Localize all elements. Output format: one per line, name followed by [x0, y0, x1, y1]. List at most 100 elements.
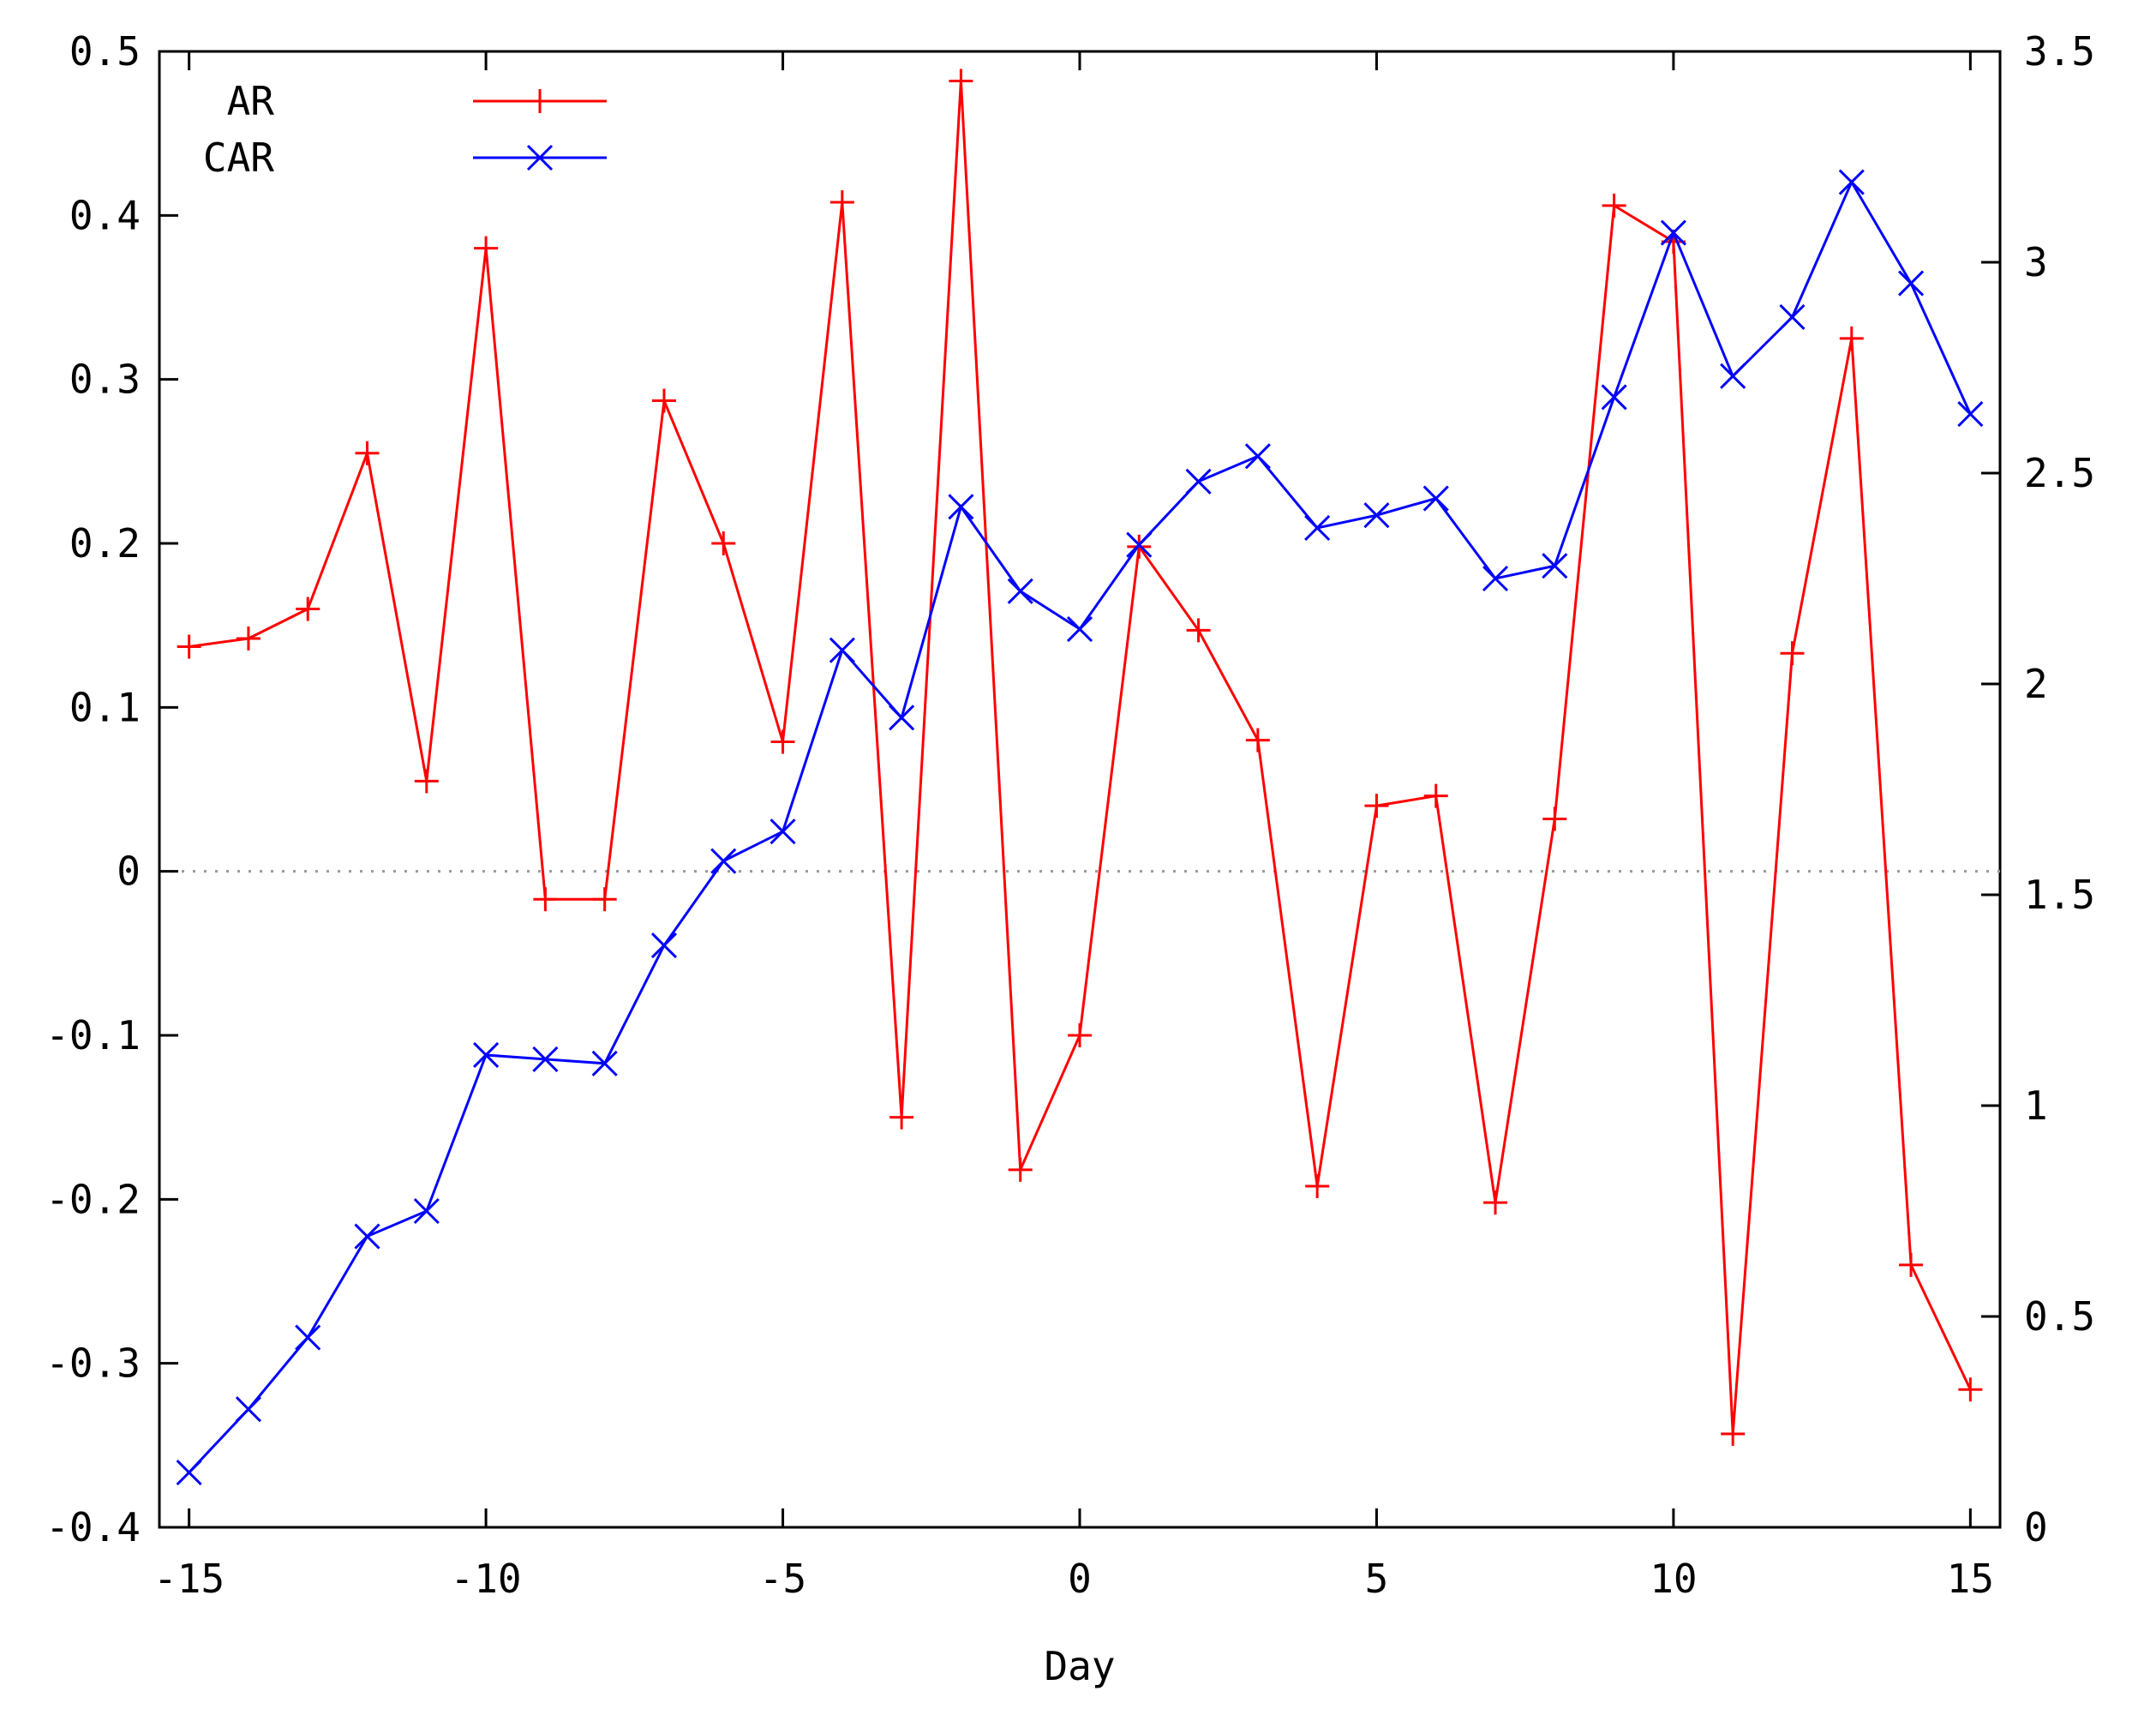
data-point-ar: [414, 769, 439, 794]
series-car: [176, 169, 1984, 1486]
series-line-ar: [189, 81, 1972, 1435]
data-point-car: [354, 1223, 380, 1250]
data-point-car: [1066, 615, 1093, 643]
data-point-car: [1007, 578, 1033, 604]
plot-frame: [158, 50, 2002, 1529]
data-point-car: [176, 1459, 202, 1486]
y-right-tick-label: 1.5: [2024, 872, 2095, 918]
y-left-tick-label: 0.4: [69, 192, 141, 238]
series-ar: [177, 69, 1983, 1446]
data-point-ar: [1245, 728, 1270, 753]
data-point-car: [829, 637, 855, 663]
y-left-tick-label: 0.5: [69, 28, 141, 75]
data-point-car: [1363, 502, 1390, 529]
data-point-car: [1244, 443, 1271, 470]
legend-marker-car: [526, 144, 554, 171]
data-point-ar: [1839, 326, 1864, 351]
data-point-ar: [1721, 1421, 1746, 1446]
data-point-car: [591, 1050, 618, 1076]
data-point-ar: [1958, 1377, 1983, 1402]
data-point-ar: [1602, 193, 1626, 218]
data-point-ar: [474, 236, 499, 261]
data-point-ar: [1305, 1174, 1330, 1199]
y-left-tick-label: -0.3: [45, 1340, 141, 1387]
data-point-ar: [1008, 1157, 1033, 1182]
legend-label-ar: AR: [227, 78, 275, 124]
data-point-ar: [1364, 794, 1389, 819]
data-point-ar: [177, 634, 201, 659]
data-point-car: [1898, 270, 1925, 297]
x-tick-label: 0: [1068, 1556, 1092, 1602]
data-point-car: [1601, 384, 1627, 411]
x-tick-label: -5: [759, 1556, 806, 1602]
data-point-car: [948, 494, 974, 520]
y-right-tick-label: 0: [2024, 1504, 2048, 1550]
data-point-ar: [1780, 641, 1805, 666]
x-axis: -15 -10 -5 0 5 10 15: [153, 51, 1994, 1602]
y-left-tick-label: -0.2: [45, 1176, 141, 1222]
series-layer: [176, 69, 1984, 1486]
data-point-car: [295, 1324, 321, 1351]
data-point-car: [413, 1197, 440, 1225]
data-point-ar: [1899, 1252, 1924, 1277]
data-point-car: [770, 819, 796, 845]
data-point-ar: [1423, 783, 1448, 808]
y-left-tick-label: -0.4: [45, 1504, 141, 1550]
data-point-car: [1304, 514, 1331, 542]
data-point-ar: [829, 190, 854, 215]
y-right-tick-label: 2: [2024, 661, 2048, 707]
data-point-ar: [355, 441, 380, 465]
data-point-car: [1185, 468, 1212, 495]
x-tick-label: 10: [1650, 1556, 1697, 1602]
y-left-tick-label: 0.2: [69, 520, 141, 567]
y-left-tick-label: 0.3: [69, 357, 141, 403]
x-tick-label: -15: [153, 1556, 225, 1602]
legend-item-ar: AR: [227, 78, 607, 124]
y-right-tick-label: 0.5: [2024, 1293, 2095, 1340]
y-axis-right: 0 0.5 1 1.5 2 2.5 3 3.5: [1981, 28, 2095, 1550]
data-point-car: [889, 705, 915, 731]
legend: AR CAR: [203, 78, 607, 181]
x-tick-label: -10: [451, 1556, 522, 1602]
data-point-car: [1422, 485, 1449, 512]
data-point-car: [1957, 401, 1984, 428]
data-point-car: [1482, 565, 1509, 592]
data-point-car: [473, 1041, 500, 1069]
data-point-ar: [1068, 1023, 1092, 1047]
data-point-ar: [770, 729, 795, 754]
legend-marker-ar: [528, 89, 552, 113]
data-point-car: [1126, 531, 1153, 558]
data-point-ar: [592, 887, 617, 912]
data-point-ar: [949, 69, 973, 93]
data-point-ar: [651, 388, 676, 413]
y-right-tick-label: 2.5: [2024, 450, 2095, 496]
data-point-ar: [889, 1105, 914, 1130]
data-point-ar: [1186, 618, 1211, 643]
data-point-ar: [711, 531, 736, 555]
data-point-ar: [236, 626, 261, 651]
data-point-ar: [533, 887, 558, 912]
data-point-car: [1542, 553, 1568, 579]
x-tick-label: 5: [1365, 1556, 1389, 1602]
data-point-car: [1779, 303, 1806, 331]
data-point-car: [710, 848, 737, 874]
y-left-tick-label: 0: [117, 849, 141, 895]
data-point-ar: [296, 597, 320, 621]
y-right-tick-label: 3: [2024, 239, 2048, 285]
legend-label-car: CAR: [203, 135, 274, 181]
data-point-car: [235, 1396, 261, 1423]
data-point-ar: [1483, 1190, 1508, 1215]
y-right-tick-label: 1: [2024, 1082, 2048, 1129]
data-point-car: [1838, 169, 1865, 195]
y-left-tick-label: -0.1: [45, 1012, 141, 1058]
y-right-tick-label: 3.5: [2024, 28, 2095, 75]
data-point-car: [1720, 363, 1746, 389]
data-point-ar: [1542, 807, 1567, 831]
data-point-car: [532, 1046, 559, 1072]
y-left-tick-label: 0.1: [69, 684, 141, 730]
x-tick-label: 15: [1947, 1556, 1994, 1602]
plot-area: [158, 50, 2002, 1529]
y-axis-left: -0.4 -0.3 -0.2 -0.1 0 0.1 0.2 0.3 0.4 0.5: [45, 28, 178, 1550]
x-axis-title: Day: [1044, 1643, 1115, 1689]
